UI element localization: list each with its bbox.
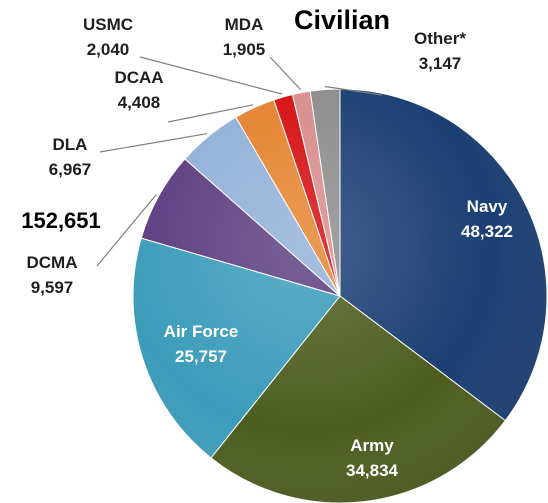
slice-label-dcaa: DCAA [114,68,163,87]
slice-value-navy: 48,322 [461,222,513,241]
leader-line-other [324,85,383,96]
slice-label-army: Army [350,436,394,455]
slice-label-other: Other* [414,29,466,48]
slice-label-usmc: USMC [83,15,133,34]
leader-line-dcma [96,194,157,267]
slice-label-mda: MDA [225,15,264,34]
slice-value-dla: 6,967 [49,160,92,179]
slice-value-army: 34,834 [346,461,399,480]
slice-label-dcma: DCMA [27,253,78,272]
chart-title: Civilian [294,5,390,35]
leader-line-usmc [139,56,283,95]
slice-value-usmc: 2,040 [87,40,130,59]
total-label: 152,651 [21,208,101,233]
slice-label-navy: Navy [467,197,508,216]
slice-value-dcaa: 4,408 [118,93,161,112]
slice-label-air-force: Air Force [164,322,239,341]
slice-value-air-force: 25,757 [175,347,227,366]
slice-value-dcma: 9,597 [31,278,74,297]
slice-value-mda: 1,905 [223,40,266,59]
leader-line-mda [269,56,302,91]
leader-line-dla [99,133,207,153]
leader-line-dcaa [167,104,254,123]
slice-value-other: 3,147 [419,54,462,73]
slice-label-dla: DLA [53,135,88,154]
